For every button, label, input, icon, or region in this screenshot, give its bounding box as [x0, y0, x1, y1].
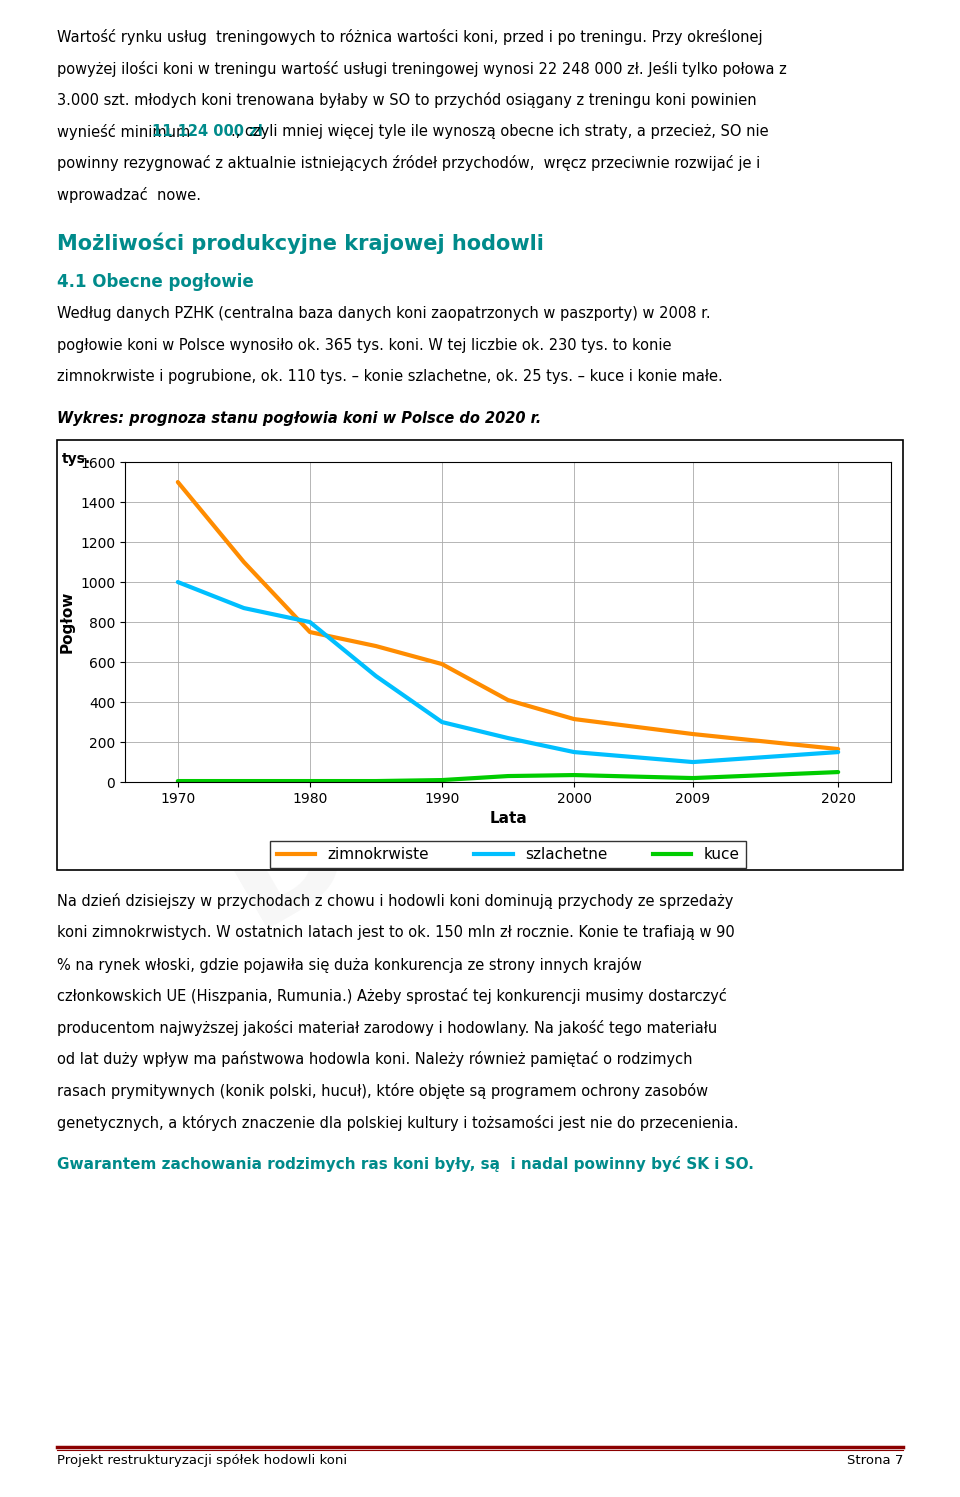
szlachetne [238, 599, 250, 617]
kuce [502, 766, 514, 784]
Text: Wykres: prognoza stanu pogłowia koni w Polsce do 2020 r.: Wykres: prognoza stanu pogłowia koni w P… [57, 410, 541, 425]
Text: tys.: tys. [62, 452, 91, 466]
kuce [172, 772, 183, 790]
Text: DRAFT: DRAFT [196, 542, 764, 957]
zimnokrwiste [172, 473, 183, 491]
Text: % na rynek włoski, gdzie pojawiła się duża konkurencja ze strony innych krajów: % na rynek włoski, gdzie pojawiła się du… [57, 957, 642, 973]
szlachetne [687, 753, 699, 771]
Text: Projekt restrukturyzacji spółek hodowli koni: Projekt restrukturyzacji spółek hodowli … [57, 1454, 348, 1467]
kuce [687, 769, 699, 787]
Legend: zimnokrwiste, szlachetne, kuce: zimnokrwiste, szlachetne, kuce [271, 841, 746, 868]
szlachetne [568, 743, 580, 760]
Text: producentom najwyższej jakości materiał zarodowy i hodowlany. Na jakość tego mat: producentom najwyższej jakości materiał … [57, 1019, 717, 1036]
kuce [568, 766, 580, 784]
Text: zimnokrwiste i pogrubione, ok. 110 tys. – konie szlachetne, ok. 25 tys. – kuce i: zimnokrwiste i pogrubione, ok. 110 tys. … [57, 370, 723, 385]
Text: 3.000 szt. młodych koni trenowana byłaby w SO to przychód osiągany z treningu ko: 3.000 szt. młodych koni trenowana byłaby… [57, 93, 756, 108]
Text: powinny rezygnować z aktualnie istniejących źródeł przychodów,  wręcz przeciwnie: powinny rezygnować z aktualnie istniejąc… [57, 156, 760, 171]
Text: powyżej ilości koni w treningu wartość usługi treningowej wynosi 22 248 000 zł. : powyżej ilości koni w treningu wartość u… [57, 60, 787, 76]
X-axis label: Lata: Lata [490, 811, 527, 826]
Line: kuce: kuce [178, 772, 838, 781]
Text: pogłowie koni w Polsce wynosiło ok. 365 tys. koni. W tej liczbie ok. 230 tys. to: pogłowie koni w Polsce wynosiło ok. 365 … [57, 338, 671, 353]
kuce [832, 763, 844, 781]
Text: wynieść minimum: wynieść minimum [57, 124, 195, 139]
Text: Gwarantem zachowania rodzimych ras koni były, są  i nadal powinny być SK i SO.: Gwarantem zachowania rodzimych ras koni … [57, 1156, 754, 1172]
Text: Możliwości produkcyjne krajowej hodowli: Możliwości produkcyjne krajowej hodowli [57, 232, 544, 253]
zimnokrwiste [238, 552, 250, 570]
Text: Strona 7: Strona 7 [847, 1454, 903, 1467]
kuce [371, 772, 382, 790]
zimnokrwiste [568, 710, 580, 728]
zimnokrwiste [371, 638, 382, 656]
kuce [304, 772, 316, 790]
szlachetne [832, 743, 844, 760]
szlachetne [436, 713, 447, 731]
Line: zimnokrwiste: zimnokrwiste [178, 482, 838, 748]
kuce [436, 771, 447, 789]
Text: od lat duży wpływ ma państwowa hodowla koni. Należy również pamiętać o rodzimych: od lat duży wpływ ma państwowa hodowla k… [57, 1051, 692, 1067]
zimnokrwiste [436, 656, 447, 674]
zimnokrwiste [832, 740, 844, 757]
kuce [238, 772, 250, 790]
Y-axis label: Pogłow: Pogłow [60, 591, 75, 653]
Text: koni zimnokrwistych. W ostatnich latach jest to ok. 150 mln zł rocznie. Konie te: koni zimnokrwistych. W ostatnich latach … [57, 925, 734, 940]
szlachetne [371, 668, 382, 686]
Text: 4.1 Obecne pogłowie: 4.1 Obecne pogłowie [57, 272, 253, 290]
zimnokrwiste [687, 725, 699, 743]
Text: genetycznych, a których znaczenie dla polskiej kultury i tożsamości jest nie do : genetycznych, a których znaczenie dla po… [57, 1115, 738, 1130]
szlachetne [304, 614, 316, 632]
szlachetne [502, 729, 514, 747]
Text: Na dzień dzisiejszy w przychodach z chowu i hodowli koni dominują przychody ze s: Na dzień dzisiejszy w przychodach z chow… [57, 894, 733, 910]
zimnokrwiste [502, 692, 514, 710]
Text: Wartość rynku usług  treningowych to różnica wartości koni, przed i po treningu.: Wartość rynku usług treningowych to różn… [57, 28, 762, 45]
Line: szlachetne: szlachetne [178, 582, 838, 762]
Text: członkowskich UE (Hiszpania, Rumunia.) Ażeby sprostać tej konkurencji musimy dos: członkowskich UE (Hiszpania, Rumunia.) A… [57, 988, 727, 1004]
Text: Według danych PZHK (centralna baza danych koni zaopatrzonych w paszporty) w 2008: Według danych PZHK (centralna baza danyc… [57, 307, 710, 322]
Text: rasach prymitywnych (konik polski, hucuł), które objęte są programem ochrony zas: rasach prymitywnych (konik polski, hucuł… [57, 1082, 708, 1099]
Text: 11 124 000 zł: 11 124 000 zł [152, 124, 263, 139]
Bar [57, 440, 903, 870]
Text: wprowadzać  nowe.: wprowadzać nowe. [57, 187, 201, 204]
Text: ., czyli mniej więcej tyle ile wynoszą obecne ich straty, a przecież, SO nie: ., czyli mniej więcej tyle ile wynoszą o… [230, 124, 768, 139]
zimnokrwiste [304, 623, 316, 641]
szlachetne [172, 573, 183, 591]
